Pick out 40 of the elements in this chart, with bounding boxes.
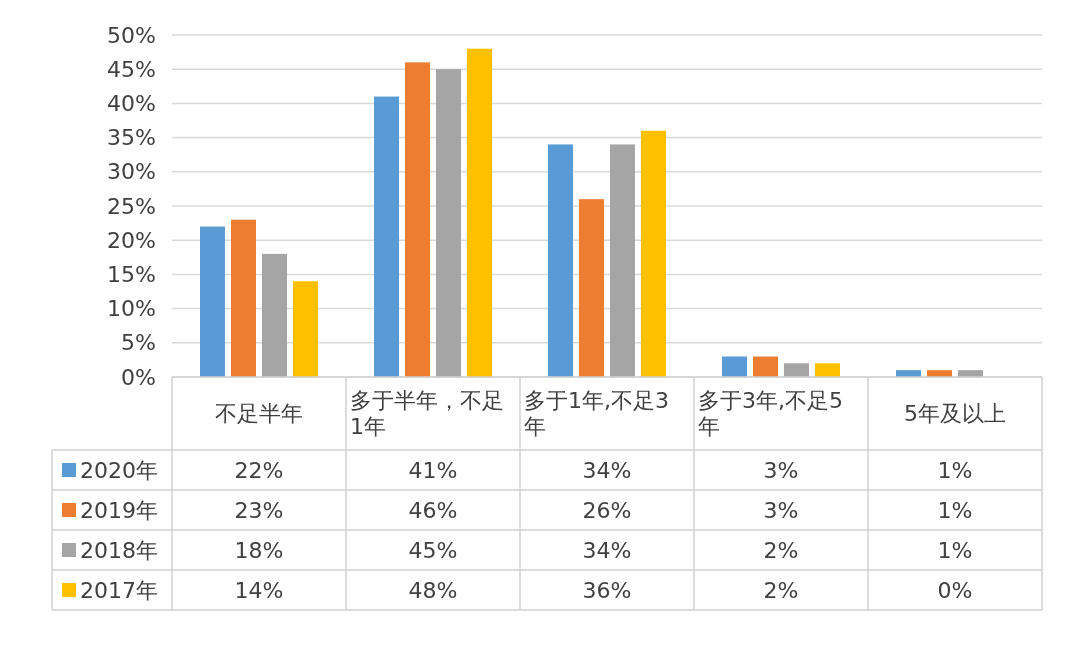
data-label: 46% — [408, 497, 458, 523]
data-label: 2% — [763, 577, 799, 603]
data-label: 3% — [763, 457, 799, 483]
y-tick-label: 35% — [107, 125, 156, 151]
y-tick-label: 40% — [107, 90, 156, 116]
y-tick-label: 10% — [107, 296, 156, 322]
y-tick-label: 30% — [107, 159, 156, 185]
x-tick-label: 不足半年 — [215, 401, 303, 426]
data-label: 34% — [582, 457, 632, 483]
data-label: 1% — [937, 497, 973, 523]
data-label: 22% — [234, 457, 284, 483]
data-label: 41% — [408, 457, 458, 483]
y-tick-label: 50% — [107, 22, 156, 48]
legend-label: 2017年 — [80, 577, 158, 603]
data-label: 34% — [582, 537, 632, 563]
legend-label: 2018年 — [80, 537, 158, 563]
data-label: 14% — [234, 577, 284, 603]
legend-label: 2019年 — [80, 497, 158, 523]
x-tick-label: 多于1年,不足3年 — [524, 388, 669, 439]
y-tick-label: 15% — [107, 261, 156, 287]
y-tick-label: 25% — [107, 193, 156, 219]
data-label: 1% — [937, 457, 973, 483]
x-tick-label: 多于3年,不足5年 — [698, 388, 843, 439]
data-label: 26% — [582, 497, 632, 523]
y-tick-label: 20% — [107, 227, 156, 253]
data-label: 0% — [937, 577, 973, 603]
data-label: 1% — [937, 537, 973, 563]
y-tick-label: 45% — [107, 56, 156, 82]
data-label: 36% — [582, 577, 632, 603]
y-tick-label: 0% — [121, 364, 156, 390]
data-label: 45% — [408, 537, 458, 563]
legend-label: 2020年 — [80, 457, 158, 483]
data-label: 18% — [234, 537, 284, 563]
x-tick-label: 多于半年，不足1年 — [350, 388, 504, 439]
x-tick-label: 5年及以上 — [904, 401, 1006, 426]
data-label: 2% — [763, 537, 799, 563]
data-label: 3% — [763, 497, 799, 523]
data-label: 23% — [234, 497, 284, 523]
y-tick-label: 5% — [121, 330, 156, 356]
data-label: 48% — [408, 577, 458, 603]
